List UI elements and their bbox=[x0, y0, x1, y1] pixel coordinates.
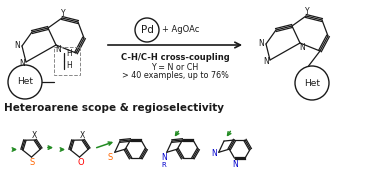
Text: C-H/C-H cross-coupling: C-H/C-H cross-coupling bbox=[121, 53, 229, 61]
Text: + AgOAc: + AgOAc bbox=[162, 26, 199, 35]
Text: N: N bbox=[211, 149, 216, 158]
Text: N: N bbox=[263, 57, 269, 67]
Text: Y: Y bbox=[305, 6, 309, 15]
Circle shape bbox=[8, 65, 42, 99]
Text: N: N bbox=[14, 42, 20, 50]
Text: O: O bbox=[77, 158, 84, 167]
Text: Y: Y bbox=[61, 9, 65, 18]
Text: Het: Het bbox=[304, 78, 320, 88]
Text: Het: Het bbox=[17, 77, 33, 87]
Text: N: N bbox=[19, 60, 25, 68]
Text: N: N bbox=[161, 153, 166, 162]
Text: R: R bbox=[161, 162, 166, 168]
Text: S: S bbox=[30, 158, 35, 167]
Text: Pd: Pd bbox=[141, 25, 154, 35]
Text: N: N bbox=[55, 44, 61, 53]
Text: N: N bbox=[299, 43, 305, 51]
Text: X: X bbox=[80, 130, 85, 139]
Text: S: S bbox=[107, 153, 112, 162]
Text: > 40 examples, up to 76%: > 40 examples, up to 76% bbox=[122, 71, 228, 81]
Text: Heteroarene scope & regioselectivity: Heteroarene scope & regioselectivity bbox=[4, 103, 224, 113]
Text: Y = N or CH: Y = N or CH bbox=[151, 63, 199, 71]
Text: H: H bbox=[66, 60, 72, 70]
Text: N: N bbox=[258, 40, 264, 49]
Circle shape bbox=[135, 18, 159, 42]
Text: N: N bbox=[233, 160, 238, 169]
Text: X: X bbox=[32, 130, 37, 139]
Text: H: H bbox=[66, 49, 72, 57]
Circle shape bbox=[295, 66, 329, 100]
